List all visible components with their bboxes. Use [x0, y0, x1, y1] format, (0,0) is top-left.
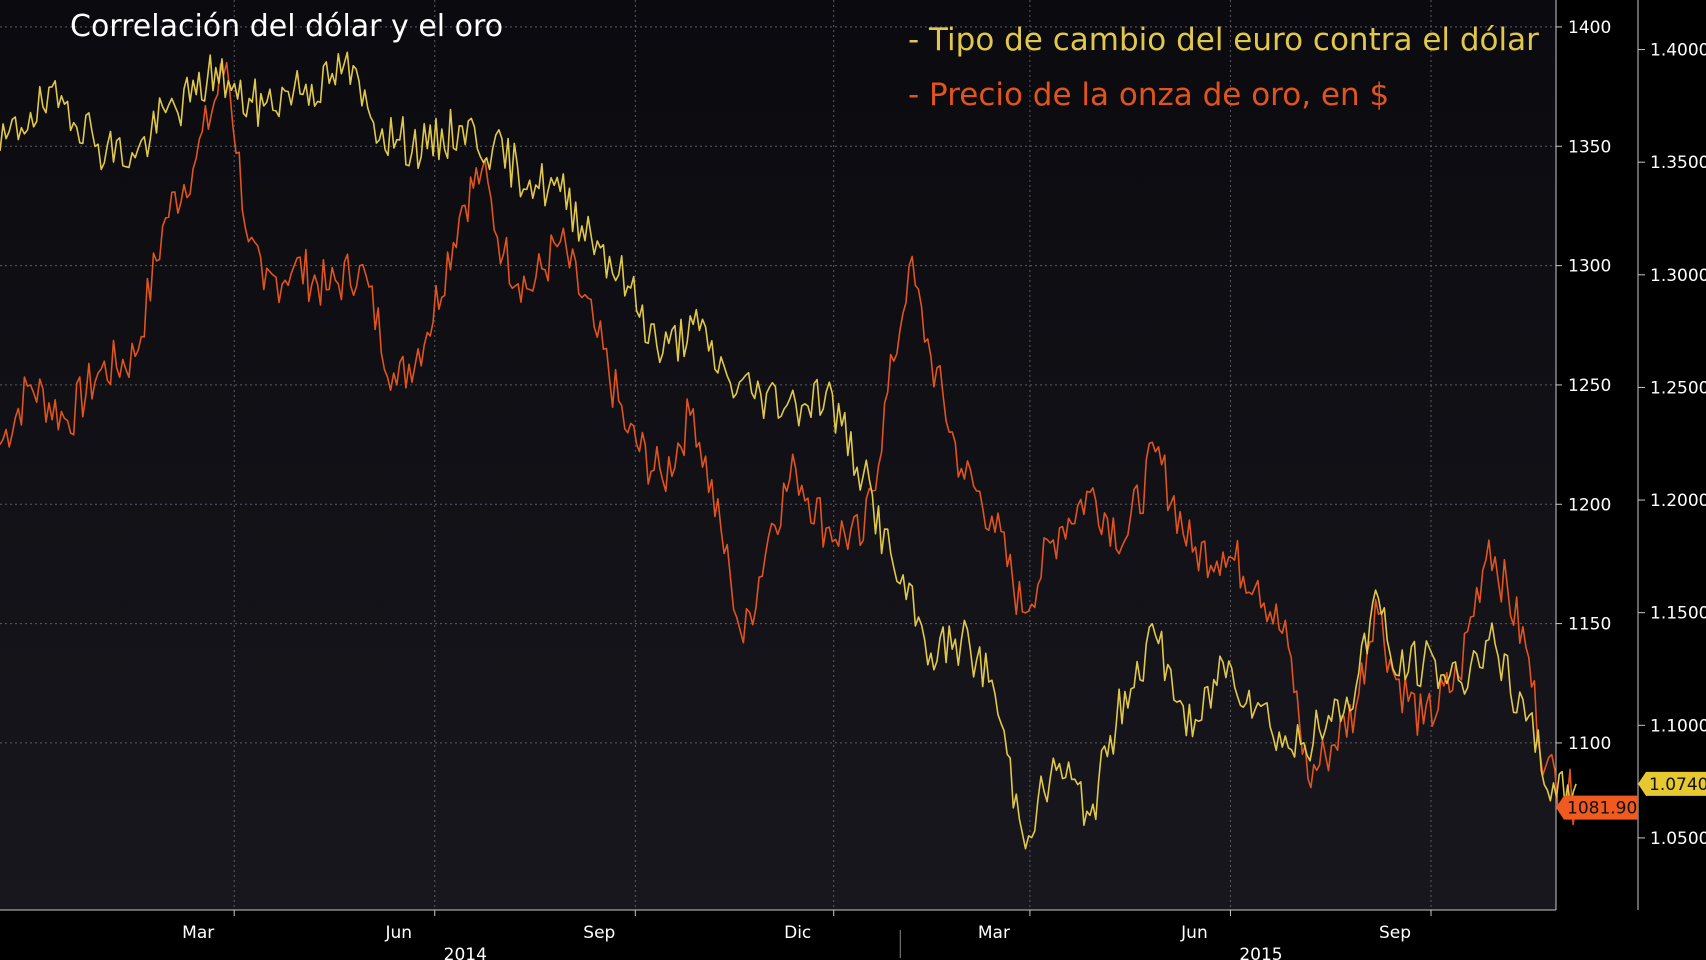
x-tick-label: Mar — [182, 923, 214, 943]
gold-tick-label: 1100 — [1568, 734, 1611, 754]
gold-price-line — [0, 61, 1577, 826]
eur-last-value-badge-text: 1.0740 — [1649, 775, 1706, 795]
legend-gold-price: - Precio de la onza de oro, en $ — [908, 77, 1389, 113]
gold-tick-label: 1150 — [1568, 615, 1611, 635]
chart-title: Correlación del dólar y el oro — [70, 9, 503, 44]
eur-usd-line — [0, 51, 1577, 850]
eur-tick-label: 1.2500 — [1650, 378, 1706, 398]
gold-last-value-badge-shape — [1556, 795, 1638, 820]
last-value-badges: 1.0740 1081.90 — [1556, 771, 1706, 820]
x-year-label: 2014 — [444, 945, 487, 960]
eur-tick-label: 1.2000 — [1650, 491, 1706, 511]
gold-tick-label: 1300 — [1568, 257, 1611, 277]
gold-tick-label: 1400 — [1568, 18, 1611, 38]
x-year-label: 2015 — [1239, 945, 1282, 960]
eur-tick-label: 1.1500 — [1650, 604, 1706, 624]
eur-tick-label: 1.3500 — [1650, 153, 1706, 173]
eur-last-value-badge-shape — [1638, 771, 1706, 796]
gold-tick-label: 1200 — [1568, 495, 1611, 515]
eur-tick-label: 1.1000 — [1650, 716, 1706, 736]
x-tick-label: Jun — [384, 923, 412, 943]
x-tick-label: Sep — [1379, 923, 1411, 943]
series-lines — [0, 51, 1577, 850]
x-tick-label: Jun — [1180, 923, 1208, 943]
gold-last-value-badge: 1081.90 — [1556, 795, 1638, 820]
gold-tick-label: 1250 — [1568, 376, 1611, 396]
eur-tick-label: 1.0500 — [1650, 829, 1706, 849]
eur-tick-label: 1.3000 — [1650, 266, 1706, 286]
eur-tick-label: 1.4000 — [1650, 41, 1706, 61]
x-tick-label: Mar — [978, 923, 1010, 943]
gold-last-value-badge-text: 1081.90 — [1567, 799, 1637, 819]
gold-tick-label: 1350 — [1568, 137, 1611, 157]
plot-background — [0, 0, 1556, 910]
x-tick-label: Dic — [784, 923, 811, 943]
x-tick-label: Sep — [583, 923, 615, 943]
legend-eur-usd: - Tipo de cambio del euro contra el dóla… — [908, 22, 1539, 58]
eur-last-value-badge: 1.0740 — [1638, 771, 1706, 796]
